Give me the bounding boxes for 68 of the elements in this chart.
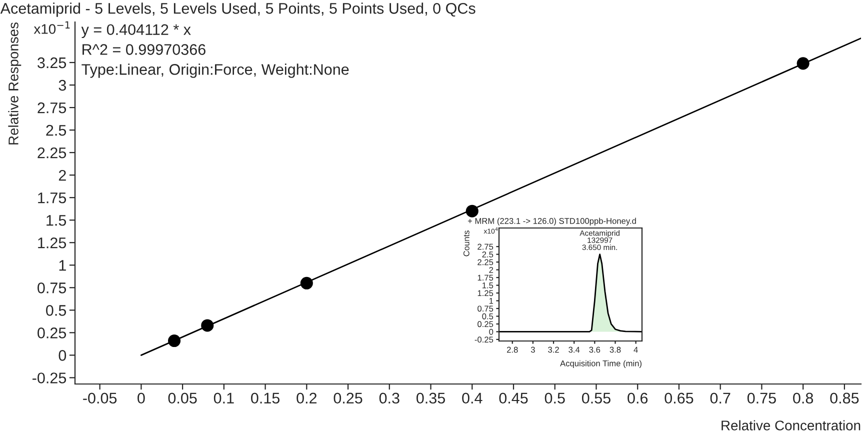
- y-tick-label: 1: [489, 298, 494, 304]
- y-tick-label: 3: [58, 80, 66, 91]
- x-tick-label: 0.45: [499, 392, 528, 404]
- x-tick-label: 0.65: [664, 392, 694, 404]
- annotation: R^2 = 0.99970366: [82, 44, 206, 55]
- x-tick-label: 3.6: [589, 346, 600, 353]
- y-tick-label: 0.5: [482, 313, 494, 320]
- x-tick-label: 0.05: [168, 392, 197, 404]
- y-tick-label: 2.25: [478, 259, 494, 266]
- x-tick-label: 0.5: [544, 392, 565, 404]
- x-tick-label: 4: [634, 346, 638, 353]
- x-tick-label: 0.25: [334, 392, 362, 404]
- y-tick-label: 1.25: [38, 237, 66, 248]
- x-tick-label: 3.2: [548, 346, 559, 353]
- annotation: Type:Linear, Origin:Force, Weight:None: [82, 64, 349, 78]
- x-tick-label: 0.8: [793, 392, 814, 404]
- x-tick-label: -0.05: [83, 392, 117, 404]
- y-tick-label: 1.75: [478, 274, 494, 281]
- x-tick-label: 0.55: [582, 392, 610, 404]
- point: [300, 276, 313, 290]
- y-tick-label: 2: [489, 266, 494, 273]
- y-tick-label: 0.25: [38, 328, 66, 338]
- y-tick-label: 2.5: [482, 252, 494, 258]
- x-tick-label: 0.15: [251, 392, 280, 404]
- y-tick-label: 1.5: [482, 282, 494, 288]
- y-tick-label: 0.25: [478, 321, 494, 328]
- point: [201, 319, 214, 332]
- y-tick-label: 2.25: [38, 147, 66, 158]
- y-tick-label: 1.5: [46, 215, 66, 226]
- y-tick-label: 0.75: [478, 306, 494, 312]
- x-tick-label: 0.7: [710, 392, 730, 404]
- y-axis-title: Relative Responses: [8, 22, 22, 144]
- y-tick-label: 2.75: [478, 244, 494, 250]
- x-axis-title: Relative Concentration: [722, 420, 860, 430]
- y-tick-label: 2.5: [46, 124, 66, 136]
- x-tick-label: 0: [138, 392, 145, 404]
- y-tick-label: 1.75: [38, 192, 66, 204]
- x-tick-label: 3.8: [610, 346, 621, 353]
- annotation: y = 0.404112 * x: [81, 24, 191, 38]
- y-tick-label: -0.25: [32, 372, 66, 384]
- x-tick-label: 2.8: [507, 346, 518, 353]
- y-tick-label: 0.75: [38, 282, 66, 294]
- x-tick-label: 0.75: [747, 392, 776, 404]
- x-tick-label: 0.6: [628, 392, 648, 404]
- y-tick-label: 3.25: [38, 57, 66, 68]
- y-tick-label: 1.25: [478, 290, 494, 296]
- point: [168, 334, 181, 348]
- x-tick-label: 3: [530, 346, 535, 353]
- y-axis-title: Counts: [463, 230, 470, 256]
- y-tick-label: 2: [58, 170, 66, 181]
- chart-title: Acetamiprid - 5 Levels, 5 Levels Used, 5 Points, 5 Points Used, 0 QCs: [0, 2, 476, 17]
- x-tick-label: 0.2: [296, 392, 317, 404]
- x-tick-label: 3.4: [568, 346, 580, 353]
- point: [466, 204, 478, 218]
- y-tick-label: -0.25: [474, 336, 494, 343]
- text: x10$^{−1}$: [34, 21, 70, 34]
- x-tick-label: 0.1: [214, 392, 234, 404]
- x-tick-label: 0.85: [830, 392, 859, 404]
- x-tick-label: 0.35: [416, 392, 445, 404]
- x-tick-label: 0.4: [462, 392, 482, 404]
- point: [796, 57, 810, 70]
- y-tick-label: 0.5: [46, 305, 66, 316]
- y-tick-label: 0: [489, 328, 494, 335]
- y-tick-label: 2.75: [38, 102, 66, 114]
- chart-title: + MRM (223.1 -> 126.0) STD100ppb-Honey.d: [468, 218, 636, 226]
- x-tick-label: 0.3: [379, 392, 400, 404]
- x-axis-title: Acquisition Time (min): [560, 360, 642, 368]
- y-tick-label: 1: [59, 260, 66, 271]
